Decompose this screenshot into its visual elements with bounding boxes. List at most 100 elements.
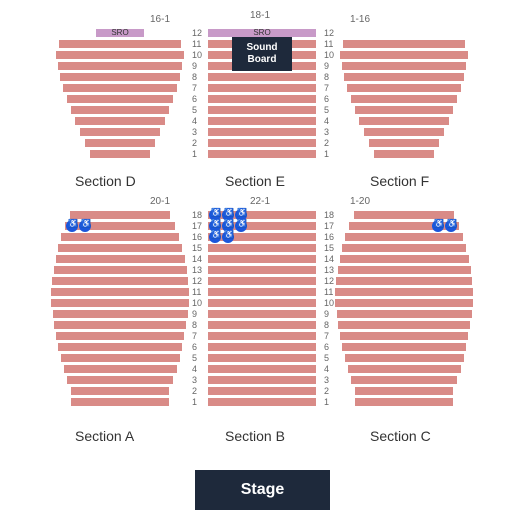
section-D-row-3[interactable] <box>79 127 161 137</box>
section-F-row-1[interactable] <box>373 149 435 159</box>
section-E-row-1[interactable] <box>207 149 317 159</box>
row-number: 16 <box>324 232 334 242</box>
section-E-row-5[interactable] <box>207 105 317 115</box>
section-C-row-4[interactable] <box>347 364 462 374</box>
section-B-row-14[interactable] <box>207 254 317 264</box>
row-number: 9 <box>324 61 329 71</box>
seat-range-C: 1-20 <box>350 196 370 207</box>
section-C-row-13[interactable] <box>337 265 472 275</box>
section-D-row-4[interactable] <box>74 116 166 126</box>
section-C-row-2[interactable] <box>354 386 454 396</box>
row-number: 18 <box>324 210 334 220</box>
section-E-row-2[interactable] <box>207 138 317 148</box>
row-number: 11 <box>192 39 201 49</box>
row-number: 7 <box>324 331 329 341</box>
row-number: 13 <box>324 265 334 275</box>
seat-range-A: 20-1 <box>150 196 170 207</box>
stage: Stage <box>195 470 330 510</box>
section-B-row-5[interactable] <box>207 353 317 363</box>
section-B-row-13[interactable] <box>207 265 317 275</box>
row-number: 8 <box>192 320 197 330</box>
row-number: 4 <box>324 364 329 374</box>
section-B-row-3[interactable] <box>207 375 317 385</box>
section-B-row-7[interactable] <box>207 331 317 341</box>
section-A-row-2[interactable] <box>70 386 170 396</box>
section-C-row-10[interactable] <box>334 298 474 308</box>
section-C-row-6[interactable] <box>341 342 467 352</box>
section-A-row-15[interactable] <box>57 243 183 253</box>
section-C-row-12[interactable] <box>335 276 473 286</box>
section-C-row-14[interactable] <box>339 254 470 264</box>
section-A-row-16[interactable] <box>60 232 180 242</box>
section-D-row-9[interactable] <box>57 61 183 71</box>
section-D-row-1[interactable] <box>89 149 151 159</box>
section-F-row-10[interactable] <box>339 50 469 60</box>
section-A-row-3[interactable] <box>66 375 174 385</box>
section-C-row-7[interactable] <box>339 331 469 341</box>
section-E-row-3[interactable] <box>207 127 317 137</box>
section-A-row-7[interactable] <box>55 331 185 341</box>
section-B-row-15[interactable] <box>207 243 317 253</box>
section-C-row-5[interactable] <box>344 353 465 363</box>
section-C-row-9[interactable] <box>336 309 473 319</box>
section-D-row-10[interactable] <box>55 50 185 60</box>
section-E-row-7[interactable] <box>207 83 317 93</box>
section-A-row-9[interactable] <box>52 309 189 319</box>
section-F-row-3[interactable] <box>363 127 445 137</box>
section-F-row-4[interactable] <box>358 116 450 126</box>
section-C-row-15[interactable] <box>341 243 467 253</box>
section-A-row-6[interactable] <box>57 342 183 352</box>
section-D-row-8[interactable] <box>59 72 181 82</box>
section-C-row-1[interactable] <box>354 397 454 407</box>
row-number: 6 <box>324 94 329 104</box>
section-F-row-6[interactable] <box>350 94 458 104</box>
section-E-row-4[interactable] <box>207 116 317 126</box>
section-E-row-6[interactable] <box>207 94 317 104</box>
section-A-row-13[interactable] <box>53 265 188 275</box>
row-number: 12 <box>324 28 334 38</box>
section-C-row-11[interactable] <box>334 287 474 297</box>
section-A-row-5[interactable] <box>60 353 181 363</box>
ada-icon <box>235 220 247 232</box>
section-F-row-9[interactable] <box>341 61 467 71</box>
section-C-row-16[interactable] <box>344 232 464 242</box>
section-A-row-4[interactable] <box>63 364 178 374</box>
section-D-row-5[interactable] <box>70 105 170 115</box>
section-E-row-8[interactable] <box>207 72 317 82</box>
section-B-row-11[interactable] <box>207 287 317 297</box>
section-A-row-8[interactable] <box>53 320 187 330</box>
section-A-row-14[interactable] <box>55 254 186 264</box>
section-A-row-12[interactable] <box>51 276 189 286</box>
row-number: 2 <box>192 386 197 396</box>
section-D-row-7[interactable] <box>62 83 178 93</box>
section-F-row-8[interactable] <box>343 72 465 82</box>
section-D-row-2[interactable] <box>84 138 156 148</box>
section-A-row-1[interactable] <box>70 397 170 407</box>
section-B-row-9[interactable] <box>207 309 317 319</box>
row-number: 9 <box>192 61 197 71</box>
section-B-row-12[interactable] <box>207 276 317 286</box>
section-F-row-2[interactable] <box>368 138 440 148</box>
section-B-row-6[interactable] <box>207 342 317 352</box>
section-A-row-10[interactable] <box>50 298 190 308</box>
row-number: 6 <box>192 94 197 104</box>
section-B-row-2[interactable] <box>207 386 317 396</box>
section-C-row-3[interactable] <box>350 375 458 385</box>
section-C-row-8[interactable] <box>337 320 471 330</box>
section-F-row-7[interactable] <box>346 83 462 93</box>
section-F-label: Section F <box>370 173 429 189</box>
section-B-row-4[interactable] <box>207 364 317 374</box>
row-number: 10 <box>192 298 202 308</box>
section-D-row-11[interactable] <box>58 39 182 49</box>
section-D-sro-label: SRO <box>95 28 145 37</box>
section-F-row-11[interactable] <box>342 39 466 49</box>
section-F-row-5[interactable] <box>354 105 454 115</box>
section-A-row-11[interactable] <box>50 287 190 297</box>
section-B-row-1[interactable] <box>207 397 317 407</box>
section-B-row-8[interactable] <box>207 320 317 330</box>
section-B-row-10[interactable] <box>207 298 317 308</box>
row-number: 1 <box>324 397 329 407</box>
section-E-sro-label: SRO <box>207 28 317 37</box>
section-D-row-6[interactable] <box>66 94 174 104</box>
row-number: 11 <box>324 39 333 49</box>
